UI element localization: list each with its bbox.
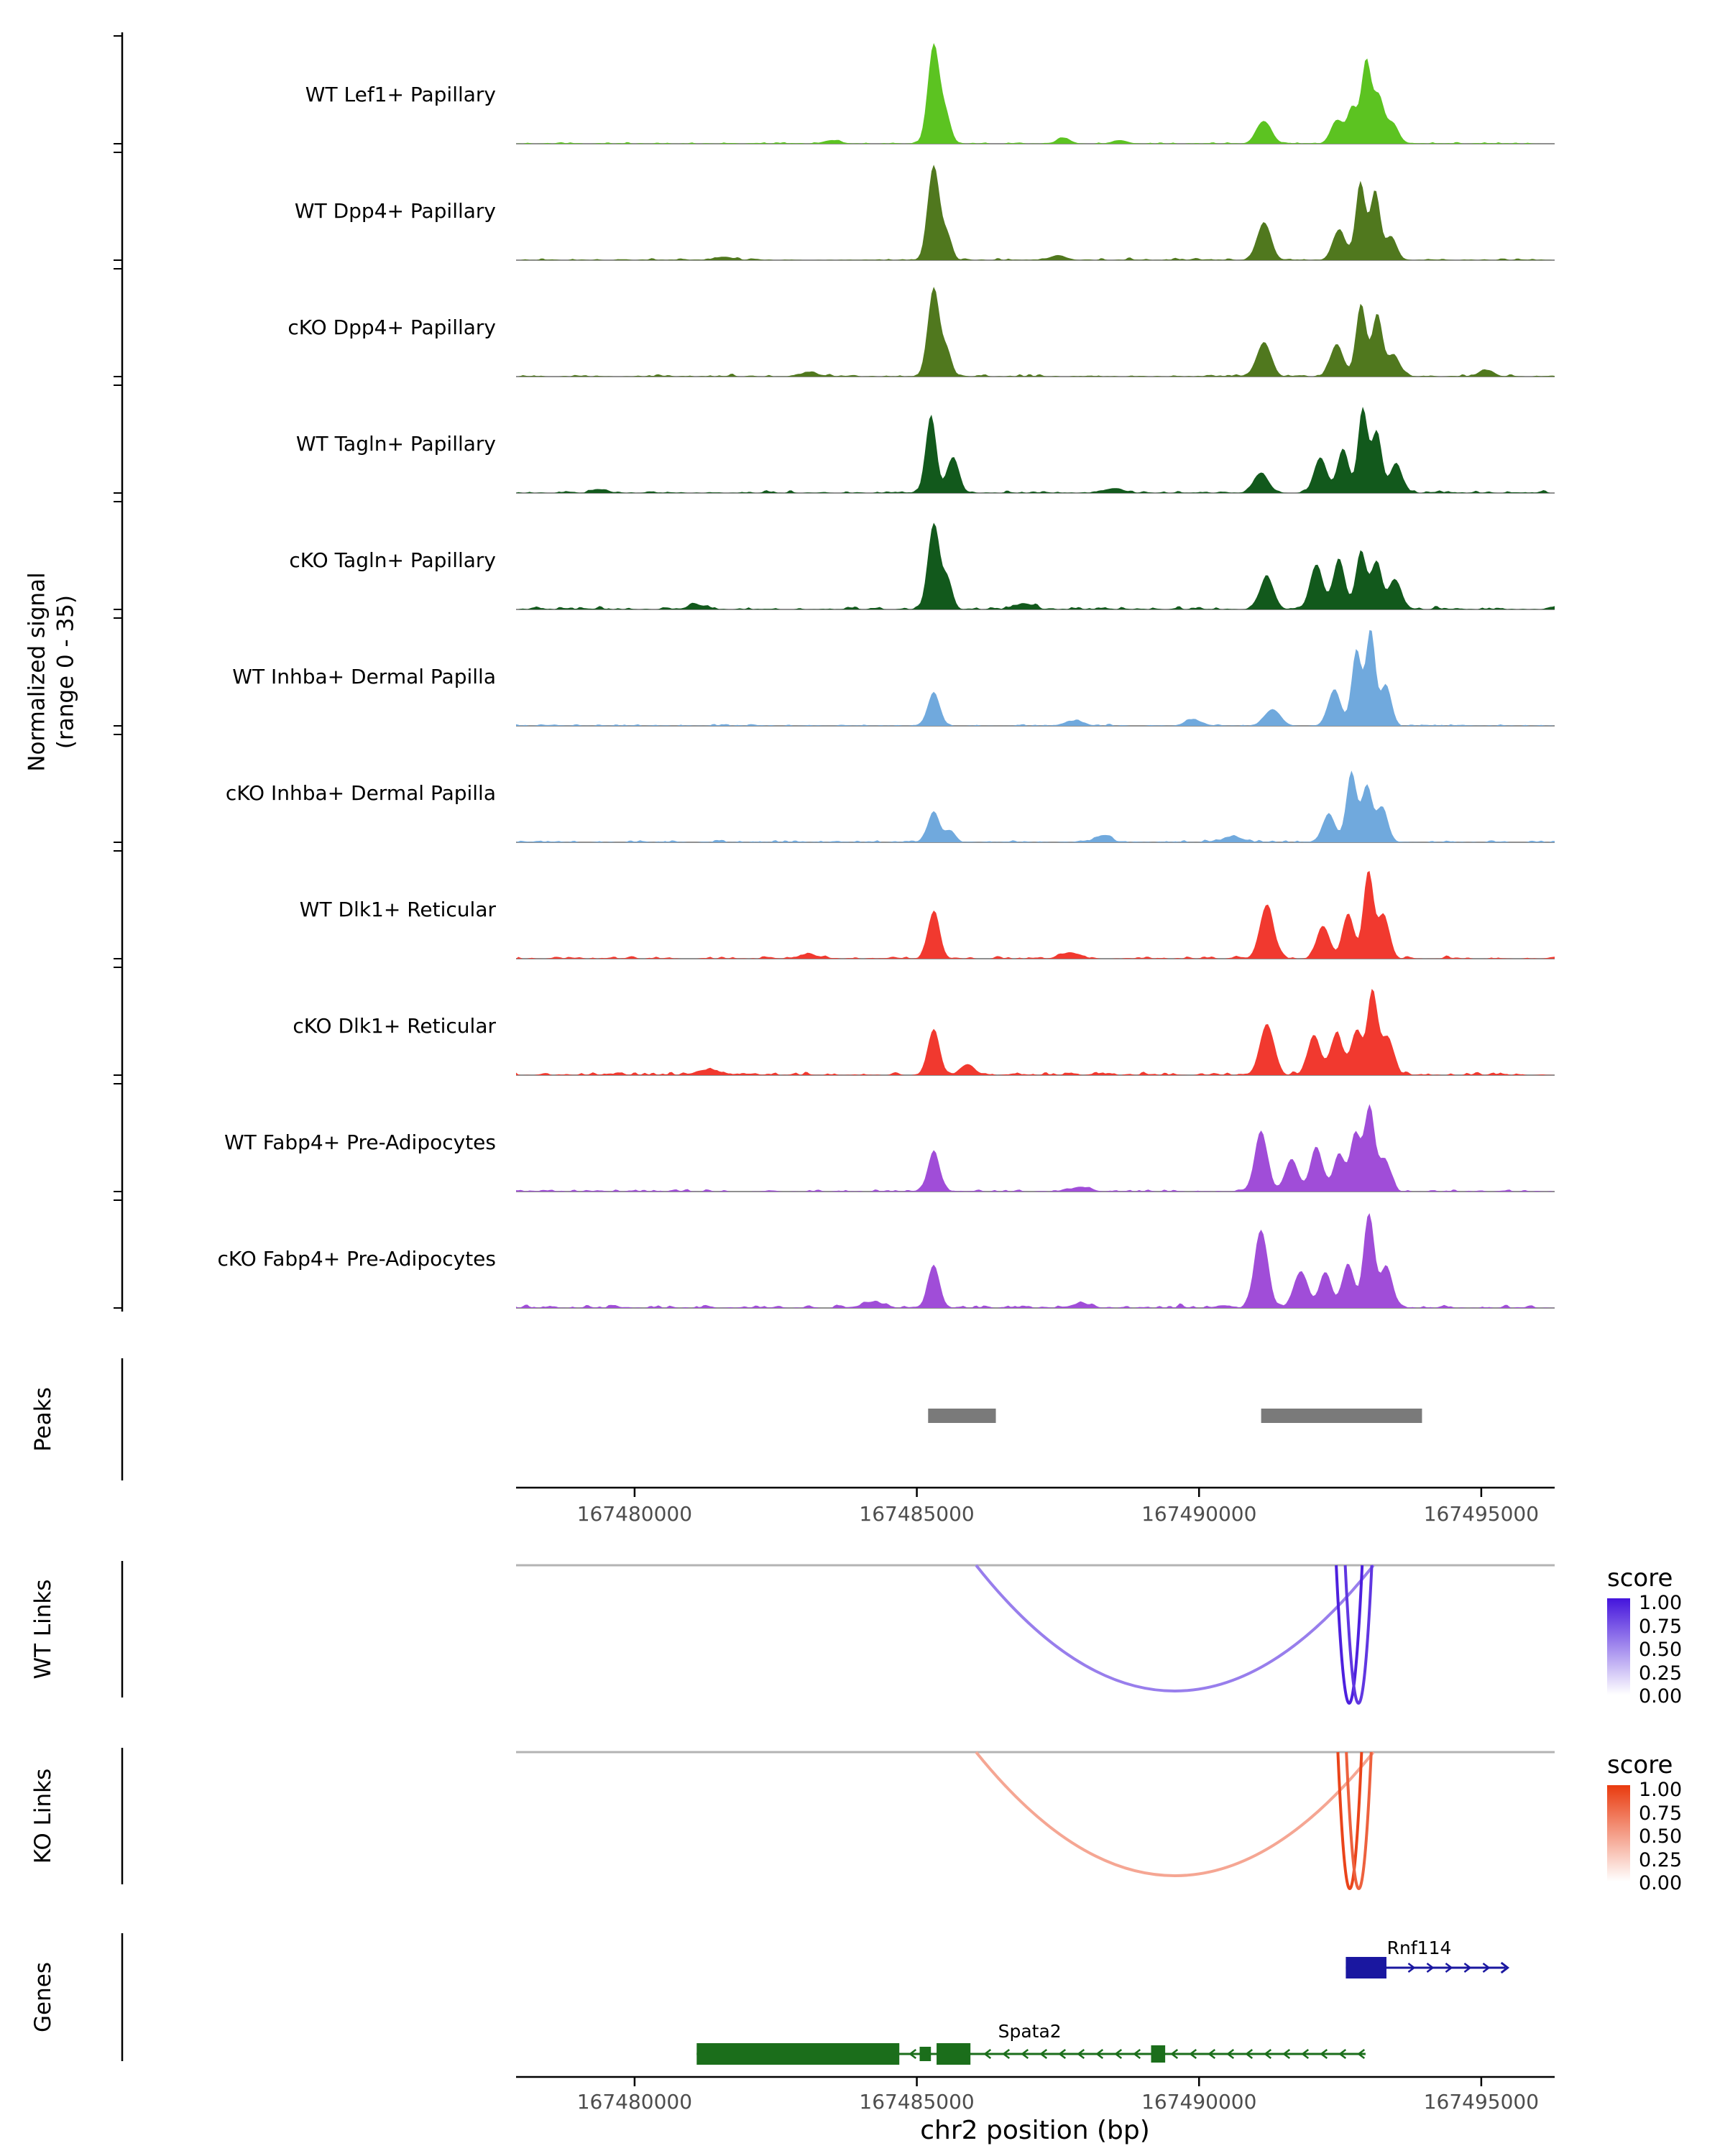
ko-legend-level-075: 0.75 bbox=[1639, 1802, 1683, 1825]
wt-legend-level-000: 0.00 bbox=[1639, 1685, 1683, 1708]
section-label-peaks: Peaks bbox=[29, 1387, 56, 1452]
ko-score-legend-title: score bbox=[1607, 1751, 1673, 1779]
x-axis-title: chr2 position (bp) bbox=[920, 2116, 1150, 2145]
wt-legend-level-025: 0.25 bbox=[1639, 1662, 1683, 1685]
axis1-tick-167480000: 167480000 bbox=[576, 1502, 693, 1526]
gene-label-spata2: Spata2 bbox=[998, 2021, 1062, 2042]
track-label-wt-tagln: WT Tagln+ Papillary bbox=[295, 432, 496, 456]
axis2-tick-167485000: 167485000 bbox=[859, 2090, 975, 2114]
track-label-cko-dpp4: cKO Dpp4+ Papillary bbox=[288, 315, 496, 339]
section-label-ko-links: KO Links bbox=[29, 1768, 56, 1864]
ko-legend-level-100: 1.00 bbox=[1639, 1779, 1683, 1801]
track-label-wt-fabp4: WT Fabp4+ Pre-Adipocytes bbox=[224, 1130, 496, 1154]
wt-legend-level-075: 0.75 bbox=[1639, 1616, 1683, 1638]
axis1-tick-167490000: 167490000 bbox=[1141, 1502, 1257, 1526]
wt-legend-level-050: 0.50 bbox=[1639, 1639, 1683, 1661]
track-label-wt-dlk1: WT Dlk1+ Reticular bbox=[299, 898, 496, 921]
wt-score-legend-title: score bbox=[1607, 1564, 1673, 1593]
track-label-wt-lef1: WT Lef1+ Papillary bbox=[305, 83, 496, 106]
axis1-tick-167495000: 167495000 bbox=[1423, 1502, 1540, 1526]
wt-legend-level-100: 1.00 bbox=[1639, 1592, 1683, 1614]
track-label-cko-fabp4: cKO Fabp4+ Pre-Adipocytes bbox=[217, 1247, 496, 1271]
track-label-wt-dpp4: WT Dpp4+ Papillary bbox=[294, 199, 496, 223]
axis2-tick-167480000: 167480000 bbox=[576, 2090, 693, 2114]
section-label-genes: Genes bbox=[29, 1962, 56, 2032]
section-label-wt-links: WT Links bbox=[29, 1579, 56, 1680]
track-label-wt-inhba: WT Inhba+ Dermal Papilla bbox=[232, 665, 496, 688]
track-label-cko-dlk1: cKO Dlk1+ Reticular bbox=[293, 1014, 496, 1038]
ko-legend-level-050: 0.50 bbox=[1639, 1825, 1683, 1848]
track-label-cko-inhba: cKO Inhba+ Dermal Papilla bbox=[225, 781, 496, 805]
axis2-tick-167490000: 167490000 bbox=[1141, 2090, 1257, 2114]
axis2-tick-167495000: 167495000 bbox=[1423, 2090, 1540, 2114]
ko-legend-level-025: 0.25 bbox=[1639, 1849, 1683, 1871]
gene-label-rnf114: Rnf114 bbox=[1386, 1938, 1452, 1958]
track-label-cko-tagln: cKO Tagln+ Papillary bbox=[289, 548, 496, 572]
ko-legend-level-000: 0.00 bbox=[1639, 1872, 1683, 1894]
axis1-tick-167485000: 167485000 bbox=[859, 1502, 975, 1526]
